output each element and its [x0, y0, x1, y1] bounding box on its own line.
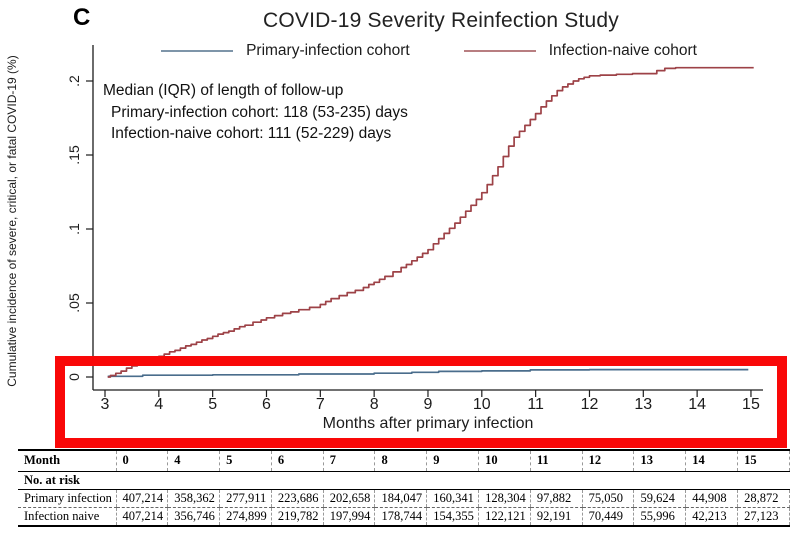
at-risk-count-cell: 75,050: [581, 489, 634, 508]
chart-plot-area: [86, 45, 763, 397]
risk-table-data-row: Primary infection 407,214 358,362 277,911 22…: [18, 489, 790, 508]
at-risk-count-cell: 97,882: [529, 489, 583, 508]
x-tick-label: 3: [100, 396, 110, 413]
at-risk-count-cell: 27,123: [737, 507, 790, 526]
followup-annotation: Median (IQR) of length of follow-up Prim…: [103, 80, 408, 145]
month-column-header: 10: [478, 450, 531, 472]
at-risk-count-cell: 160,341: [426, 489, 479, 508]
at-risk-count-cell: 184,047: [374, 489, 427, 508]
annotation-line-2: Primary-infection cohort: 118 (53-235) d…: [111, 103, 408, 121]
primary-infection-curve: [107, 368, 749, 378]
red-highlight-box: [55, 356, 787, 448]
month-column-header: 9: [426, 450, 479, 472]
legend-entry-naive: Infection-naive cohort: [463, 42, 697, 60]
x-tick-label: 15: [742, 396, 760, 413]
panel-letter: C: [73, 4, 91, 31]
cohort-row-label: Primary infection: [18, 489, 116, 508]
month-header-cell: Month: [18, 450, 116, 472]
month-column-header: 15: [737, 450, 790, 472]
chart-title: COVID-19 Severity Reinfection Study: [263, 9, 619, 32]
infection-naive-curve: [107, 66, 754, 378]
x-tick-label: 9: [423, 396, 433, 413]
chart-legend: Primary-infection cohort Infection-naive…: [93, 42, 765, 60]
at-risk-count-cell: 202,658: [322, 489, 375, 508]
month-column-header: 5: [219, 450, 272, 472]
naive-line-swatch: [463, 50, 536, 52]
x-tick-label: 4: [154, 396, 164, 413]
annotation-line-3: Infection-naive cohort: 111 (52-229) day…: [111, 125, 392, 142]
month-column-header: 4: [167, 450, 220, 472]
cohort-row-label: Infection naive: [24, 509, 100, 523]
x-tick-label: 6: [262, 396, 271, 413]
at-risk-count-cell: 59,624: [633, 489, 686, 508]
at-risk-count-cell: 154,355: [426, 507, 479, 526]
risk-table-section-row: No. at risk: [18, 471, 790, 490]
month-column-header: 8: [374, 450, 427, 472]
at-risk-count-cell: 122,121: [478, 507, 531, 526]
risk-table-header-row: Month 0 4 5 6 7 8 9 10 11 12 13 14 15: [18, 450, 790, 472]
at-risk-count-cell: 55,996: [633, 507, 686, 526]
y-tick-label: .05: [66, 293, 82, 313]
legend-label-naive: Infection-naive cohort: [548, 42, 697, 59]
at-risk-count-cell: 356,746: [167, 507, 220, 526]
at-risk-count-cell: 197,994: [322, 507, 375, 526]
x-tick-label: 10: [472, 396, 491, 413]
x-axis-title: Months after primary infection: [322, 415, 534, 432]
y-axis-title: Cumulative incidence of severe, critical…: [5, 55, 19, 387]
month-column-header: 0: [115, 450, 168, 472]
at-risk-count-cell: 358,362: [167, 489, 220, 508]
y-tick-label: .15: [66, 145, 82, 165]
at-risk-count-cell: 28,872: [737, 489, 790, 508]
at-risk-count-cell: 274,899: [219, 507, 272, 526]
legend-entry-primary: Primary-infection cohort: [161, 42, 410, 60]
month-column-header: 11: [529, 450, 583, 472]
x-tick-label: 5: [208, 396, 218, 413]
risk-table-data-row: Infection naive 407,214 356,746 274,899 219,…: [18, 507, 790, 526]
at-risk-count-cell: 70,449: [581, 507, 634, 526]
at-risk-count-cell: 407,214: [115, 507, 168, 526]
at-risk-count-cell: 219,782: [270, 507, 324, 526]
month-column-header: 13: [633, 450, 686, 472]
annotation-line-1: Median (IQR) of length of follow-up: [103, 82, 344, 99]
x-tick-label: 13: [634, 396, 653, 413]
x-tick-label: 12: [580, 396, 599, 413]
month-column-header: 7: [322, 450, 375, 472]
x-tick-label: 7: [315, 396, 325, 413]
at-risk-count-cell: 42,213: [685, 507, 738, 526]
at-risk-count-cell: 44,908: [685, 489, 738, 508]
y-tick-label: .1: [66, 223, 82, 235]
month-column-header: 14: [685, 450, 738, 472]
at-risk-count-cell: 277,911: [219, 489, 272, 508]
y-tick-label: .2: [66, 75, 82, 87]
month-column-header: 12: [581, 450, 634, 472]
at-risk-count-cell: 178,744: [374, 507, 427, 526]
month-column-header: 6: [270, 450, 324, 472]
at-risk-count-cell: 92,191: [529, 507, 583, 526]
at-risk-count-cell: 128,304: [478, 489, 531, 508]
x-tick-label: 11: [527, 396, 544, 413]
at-risk-count-cell: 407,214: [115, 489, 168, 508]
at-risk-count-cell: 223,686: [270, 489, 324, 508]
risk-table: Month 0 4 5 6 7 8 9 10 11 12 13 14 15 No. at risk Prima…: [18, 449, 790, 527]
primary-line-swatch: [161, 50, 234, 52]
x-tick-label: 14: [688, 396, 707, 413]
no-at-risk-label: No. at risk: [18, 471, 790, 490]
legend-label-primary: Primary-infection cohort: [246, 42, 410, 59]
x-tick-label: 8: [369, 396, 379, 413]
